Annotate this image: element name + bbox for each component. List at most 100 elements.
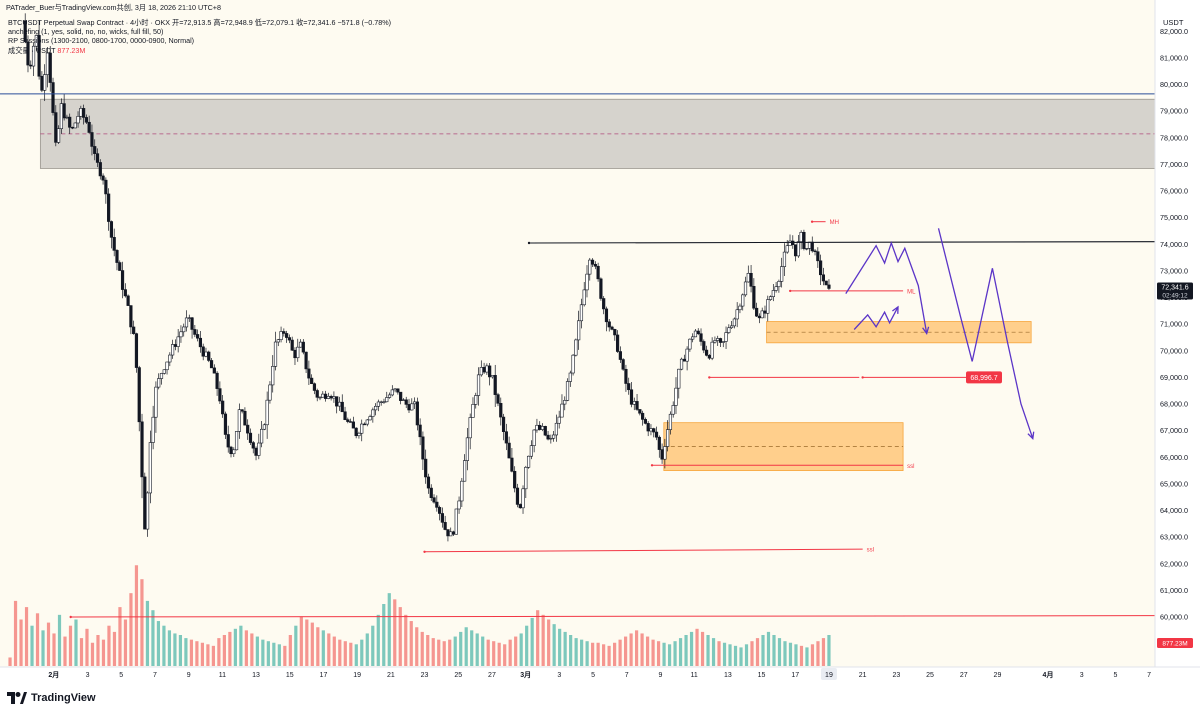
volume-bar — [382, 604, 386, 666]
candle-down — [482, 367, 486, 373]
candle-down — [749, 272, 753, 287]
tradingview-logo[interactable]: TradingView — [7, 692, 96, 704]
volume-legend[interactable]: 成交量 · USDT 877.23M — [8, 46, 391, 55]
volume-bar — [744, 644, 749, 666]
x-tick-label: 2月 — [48, 671, 59, 679]
candle-up — [668, 413, 673, 430]
y-tick-label: 68,000.0 — [1160, 400, 1188, 409]
volume-bar — [585, 641, 589, 666]
candle-up — [666, 429, 670, 447]
x-tick-label: 21 — [387, 672, 395, 679]
candle-down — [87, 121, 91, 133]
candle-down — [613, 329, 617, 336]
candle-down — [696, 330, 700, 335]
candle-up — [463, 460, 467, 482]
candle-up — [785, 245, 789, 253]
volume-bar — [552, 624, 556, 666]
candle-down — [657, 436, 661, 450]
volume-bar — [250, 633, 254, 666]
candle-up — [237, 409, 241, 432]
chart-area[interactable]: MH ML ssl ssl 60,000.0 61,000.0 62,000.0 63,00… — [0, 0, 1200, 687]
target-price-tag — [966, 371, 1002, 384]
candle-down — [496, 394, 500, 404]
volume-bar — [145, 600, 150, 666]
candle-down — [488, 365, 492, 378]
candle-down — [196, 334, 200, 339]
tradingview-logo-text: TradingView — [31, 692, 96, 704]
volume-bar — [288, 635, 292, 666]
volume-bar — [486, 639, 490, 666]
volume-bar — [470, 630, 474, 666]
candle-up — [365, 419, 369, 425]
volume-bar — [678, 638, 683, 666]
candle-up — [76, 116, 80, 124]
volume-bar — [519, 633, 523, 666]
candle-down — [323, 393, 328, 399]
candle-down — [95, 153, 100, 163]
candle-up — [532, 429, 536, 446]
candle-up — [741, 294, 745, 307]
volume-bar — [662, 642, 666, 666]
volume-bar — [211, 645, 215, 666]
volume-tag-value: 877.23M — [1162, 641, 1187, 648]
volume-bar — [613, 642, 617, 666]
volume-bar — [349, 642, 353, 666]
candle-down — [629, 389, 634, 405]
price-chart[interactable]: MH ML ssl ssl 60,000.0 61,000.0 62,000.0 63,00… — [0, 0, 1200, 687]
price-tags: 72,341.602:49:12 877.23M 68,996.7 — [966, 282, 1193, 648]
volume-bar — [788, 642, 793, 666]
candle-down — [415, 401, 419, 426]
candle-up — [162, 369, 166, 374]
volume-bar — [68, 625, 73, 666]
target-price-value: 68,996.7 — [970, 375, 997, 382]
candle-up — [449, 531, 453, 537]
candle-up — [788, 240, 792, 247]
candle-up — [777, 281, 781, 288]
candle-down — [198, 337, 203, 348]
symbol-ohlc-line[interactable]: BTCUSDT Perpetual Swap Contract · 4小时 · … — [8, 18, 392, 27]
volume-bar — [8, 657, 12, 666]
indicator-anchoring[interactable]: anchefing (1, yes, solid, no, no, wicks,… — [8, 27, 164, 37]
candle-down — [604, 308, 609, 323]
candle-down — [310, 377, 314, 384]
volume-bar — [799, 645, 804, 666]
volume-bar — [338, 639, 342, 666]
candle-down — [132, 326, 136, 334]
volume-bar — [19, 619, 23, 666]
candle-down — [362, 423, 367, 426]
indicator-rp-sessions[interactable]: RP Sessions (1300-2100, 0800-1700, 0000-… — [8, 36, 195, 46]
drawings-layer: MH ML ssl ssl — [0, 93, 1156, 619]
volume-bar — [255, 636, 259, 666]
candle-down — [312, 383, 317, 391]
volume-bar — [398, 607, 402, 666]
y-axis: 60,000.0 61,000.0 62,000.0 63,000.0 64,000.0… — [1154, 0, 1200, 687]
x-tick-label: 9 — [187, 672, 191, 679]
volume-bar — [360, 639, 364, 666]
drawing-label-ml: ML — [907, 289, 916, 295]
candle-up — [807, 241, 812, 249]
volume-bar — [431, 638, 435, 666]
x-tick-label: 25 — [454, 672, 462, 679]
candle-down — [120, 270, 125, 290]
volume-bar — [101, 639, 106, 666]
candle-down — [207, 351, 211, 361]
candle-down — [62, 103, 66, 119]
candle-up — [710, 341, 714, 359]
volume-bar — [739, 647, 743, 666]
drawing-anchor-5 — [861, 376, 864, 379]
candle-down — [173, 344, 177, 347]
y-tick-label: 73,000.0 — [1160, 266, 1188, 275]
volume-bar — [700, 631, 705, 666]
candle-down — [718, 338, 723, 343]
candle-down — [641, 412, 645, 420]
volume-bar — [755, 638, 760, 666]
candle-down — [107, 193, 111, 222]
volume-bar — [195, 641, 199, 666]
x-tick-label: 29 — [994, 672, 1002, 679]
y-tick-label: 71,000.0 — [1160, 320, 1188, 329]
candle-down — [23, 20, 27, 42]
candle-up — [360, 423, 364, 434]
volume-value: 877.23M — [57, 45, 86, 55]
volume-bar — [816, 641, 820, 666]
volume-bar — [365, 633, 369, 666]
